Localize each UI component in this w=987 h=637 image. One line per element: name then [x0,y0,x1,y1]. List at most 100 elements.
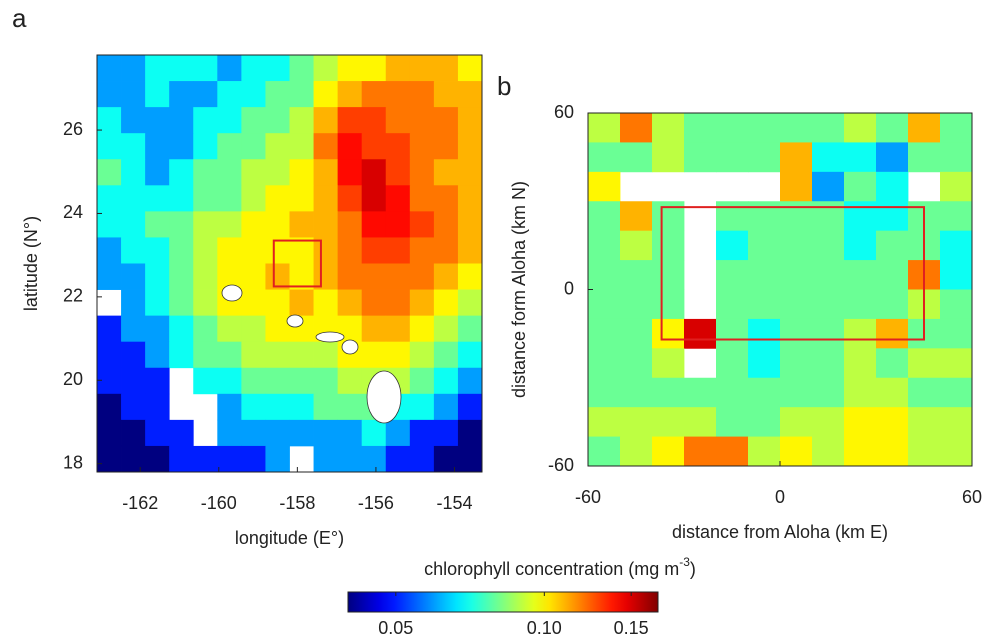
heatmap-cell [217,185,242,212]
heatmap-cell [361,419,387,447]
heatmap-cell [433,211,459,238]
heatmap-cell [169,185,194,212]
heatmap-cell [385,289,411,317]
x-axis-label: distance from Aloha (km E) [672,522,888,542]
island [221,284,243,302]
heatmap-cell [217,341,242,369]
heatmap-cell [313,341,339,369]
heatmap-cell [748,113,781,143]
heatmap-cell [780,377,813,408]
heatmap-cell [193,133,218,160]
heatmap-cell [748,260,781,290]
heatmap-cell [337,419,363,447]
heatmap-cell [780,171,813,202]
colorbar-title-text: chlorophyll concentration (mg m [424,559,679,579]
heatmap-cell [169,419,194,447]
heatmap-cell [748,318,781,349]
heatmap-cell [433,107,459,134]
heatmap-cell [289,55,314,82]
heatmap-cell [812,113,845,143]
heatmap-cell [361,211,387,238]
heatmap-cell [265,159,290,186]
heatmap-cell [289,211,314,238]
heatmap-cell [588,377,621,408]
heatmap-cell [908,377,941,408]
heatmap-cell [361,133,387,160]
heatmap-cell [361,445,387,473]
y-tick-label: -60 [548,455,574,475]
heatmap-cell [313,367,339,395]
heatmap-cell [908,436,941,467]
heatmap-cell [385,237,411,264]
heatmap-cell [265,55,290,82]
heatmap-cell [780,348,813,379]
heatmap-cell [97,263,122,290]
heatmap-cell [289,185,314,212]
heatmap-cell [876,113,909,143]
heatmap-cell [289,289,314,317]
heatmap-cell [588,348,621,379]
heatmap-cell [265,81,290,108]
heatmap-cell [652,230,685,261]
heatmap-cell [844,318,877,349]
colorbar [347,591,659,613]
heatmap-cell [265,315,290,343]
heatmap-cell [241,55,266,82]
heatmap-cell [844,113,877,143]
heatmap-cell [780,407,813,437]
heatmap-cell [433,55,459,82]
heatmap-cell [121,133,146,160]
heatmap-cell [457,133,483,160]
heatmap-cell [940,201,973,232]
heatmap-cell [265,211,290,238]
heatmap-cell [169,159,194,186]
heatmap-cell [588,260,621,290]
heatmap-cell [121,81,146,108]
heatmap-cell [684,318,717,349]
heatmap-cell [313,107,339,134]
heatmap-cell [361,159,387,186]
heatmap-cell [361,107,387,134]
heatmap-cell [289,107,314,134]
heatmap-cell [844,289,877,320]
heatmap-cell [588,113,621,143]
heatmap-cell [145,55,170,82]
heatmap-cell [385,315,411,343]
x-tick-label: -162 [122,493,158,513]
heatmap-cell [121,55,146,82]
heatmap-cell [620,260,653,290]
colorbar-tick-label: 0.15 [614,618,649,637]
heatmap-cell [241,289,266,317]
heatmap-cell [265,445,290,473]
heatmap-cell [876,201,909,232]
heatmap-cell [940,377,973,408]
y-tick-label: 26 [63,119,83,139]
heatmap-cell [844,377,877,408]
heatmap-cell [97,185,122,212]
heatmap-cell [588,201,621,232]
heatmap-cell [812,201,845,232]
heatmap-cell [145,289,170,317]
heatmap-cell [193,159,218,186]
heatmap-cell [121,393,146,421]
heatmap-cell [844,171,877,202]
heatmap-cell [876,318,909,349]
heatmap-cell [145,393,170,421]
y-tick-label: 24 [63,202,83,222]
heatmap-cell [716,230,749,261]
y-tick-label: 0 [564,278,574,298]
heatmap-cell [876,230,909,261]
heatmap-cell [876,289,909,320]
heatmap-cell [265,237,290,264]
heatmap-cell [217,81,242,108]
heatmap-cell [145,185,170,212]
heatmap-cell [876,142,909,173]
heatmap-cell [652,377,685,408]
heatmap-cell [289,159,314,186]
heatmap-cell [169,55,194,82]
x-tick-label: -154 [436,493,472,513]
heatmap-cell [876,348,909,379]
heatmap-cell [313,185,339,212]
heatmap-cell [145,81,170,108]
